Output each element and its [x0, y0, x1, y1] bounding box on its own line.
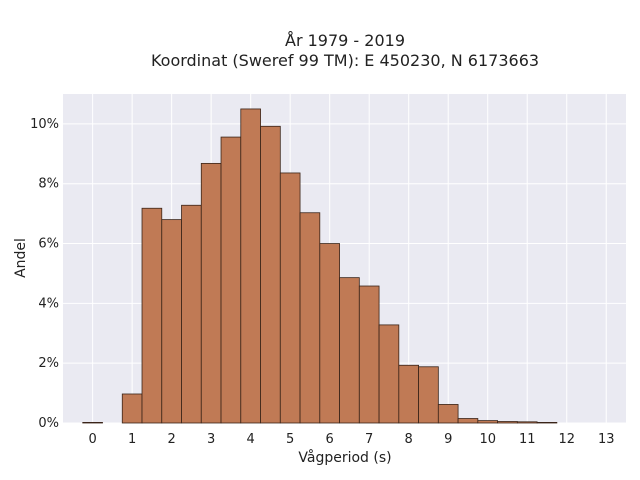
y-tick-label: 8% [38, 177, 59, 192]
x-tick-label: 11 [519, 432, 536, 447]
x-tick-labels: 0 1 2 3 4 5 6 7 8 9 10 11 12 13 [88, 432, 614, 447]
x-tick-label: 5 [286, 432, 294, 447]
y-tick-label: 0% [38, 416, 59, 431]
histogram-bar [536, 422, 558, 424]
histogram-bar [181, 204, 202, 424]
histogram-bar [200, 162, 222, 424]
chart-title-line-2: Koordinat (Sweref 99 TM): E 450230, N 61… [151, 51, 539, 70]
x-tick-label: 0 [88, 432, 96, 447]
histogram-bar [240, 108, 261, 424]
x-tick-label: 9 [444, 432, 452, 447]
histogram-bar [299, 212, 321, 424]
y-tick-labels: 0% 2% 4% 6% 8% 10% [30, 117, 59, 431]
histogram-bar [457, 418, 479, 424]
histogram-bar [398, 364, 419, 424]
y-tick-label: 6% [38, 237, 59, 252]
histogram-bar [418, 366, 439, 424]
histogram-bar [279, 172, 301, 424]
x-axis-label: Vågperiod (s) [298, 449, 391, 466]
x-tick-label: 12 [558, 432, 575, 447]
histogram-bar [497, 421, 518, 424]
histogram-bar [339, 277, 360, 424]
x-tick-label: 6 [326, 432, 334, 447]
histogram-bar [121, 393, 143, 424]
x-tick-label: 3 [207, 432, 215, 447]
histogram-bar [141, 207, 163, 424]
y-tick-label: 4% [38, 296, 59, 311]
x-tick-label: 8 [405, 432, 413, 447]
x-tick-label: 13 [598, 432, 615, 447]
x-tick-label: 4 [247, 432, 255, 447]
x-tick-label: 7 [365, 432, 373, 447]
histogram-bar [82, 422, 103, 424]
x-tick-label: 10 [479, 432, 496, 447]
x-tick-label: 2 [168, 432, 176, 447]
histogram-bar [477, 420, 498, 424]
y-axis-label: Andel [13, 238, 29, 278]
histogram-bar [516, 421, 538, 424]
x-tick-label: 1 [128, 432, 136, 447]
bars [82, 108, 558, 424]
histogram-bar [161, 219, 182, 424]
y-tick-label: 10% [30, 117, 59, 132]
histogram-bar [378, 324, 400, 424]
histogram-bar [358, 285, 380, 424]
chart-title-line-1: År 1979 - 2019 [285, 31, 405, 50]
histogram-bar [220, 136, 242, 424]
histogram-bar [319, 243, 340, 424]
histogram-bar [437, 404, 459, 424]
y-tick-label: 2% [38, 356, 59, 371]
histogram-bar [260, 125, 281, 424]
